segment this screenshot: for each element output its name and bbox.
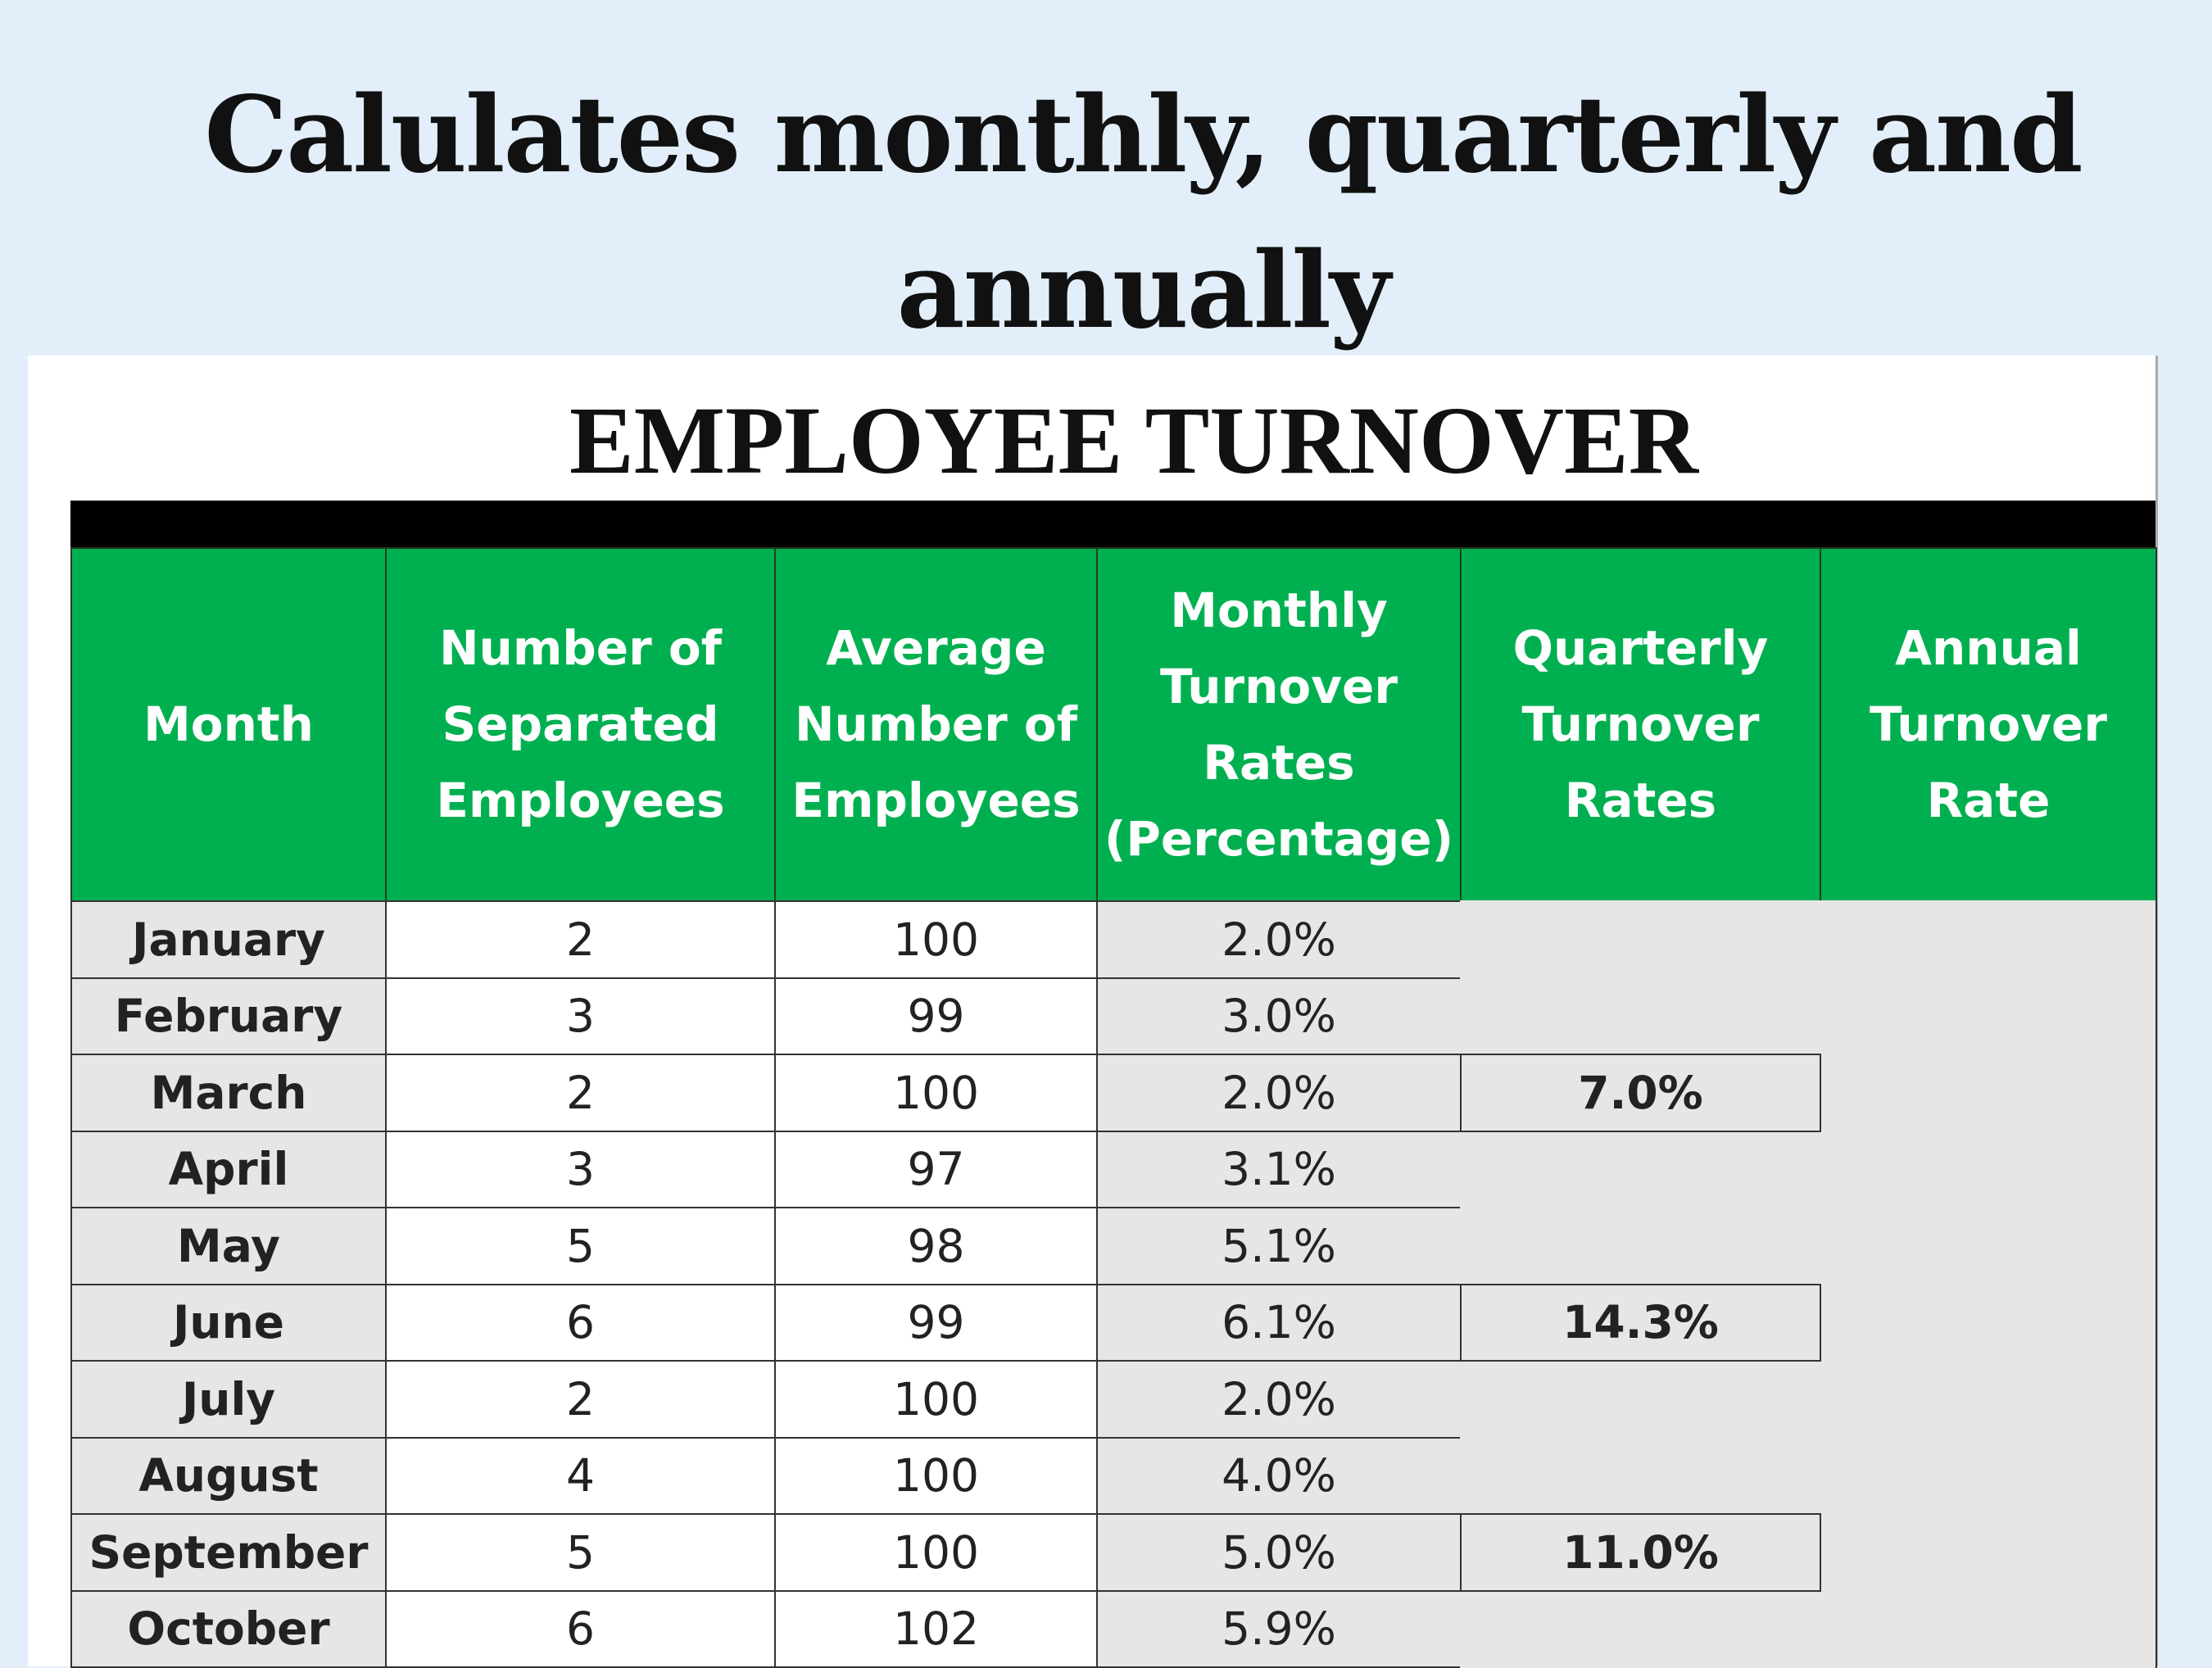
- data-cell: 99: [774, 1284, 1098, 1362]
- annual-area: [1820, 900, 2157, 1668]
- quarterly-rate: 14.3%: [1460, 1284, 1821, 1362]
- data-cell: 6: [385, 1590, 776, 1668]
- header-line: Number of: [795, 687, 1077, 763]
- header-line: Employees: [436, 763, 724, 839]
- data-cell: 3: [385, 977, 776, 1056]
- data-cell: 3.0%: [1096, 977, 1462, 1056]
- data-cell: 100: [774, 1513, 1098, 1592]
- data-cell: 102: [774, 1590, 1098, 1668]
- header-line: Rates: [1565, 763, 1716, 839]
- month-cell: April: [70, 1131, 387, 1209]
- data-cell: 5: [385, 1513, 776, 1592]
- month-cell: September: [70, 1513, 387, 1592]
- header-line: Average: [826, 610, 1046, 687]
- data-cell: 98: [774, 1207, 1098, 1285]
- data-cell: 100: [774, 1360, 1098, 1439]
- month-cell: March: [70, 1054, 387, 1132]
- month-cell: July: [70, 1360, 387, 1439]
- month-cell: June: [70, 1284, 387, 1362]
- data-cell: 5.0%: [1096, 1513, 1462, 1592]
- title-line: Calulates monthly, quarterly and: [0, 74, 2212, 197]
- header-line: Quarterly: [1513, 610, 1769, 687]
- data-cell: 2.0%: [1096, 900, 1462, 979]
- header-line: Employees: [791, 763, 1080, 839]
- data-cell: 100: [774, 900, 1098, 979]
- data-cell: 3: [385, 1131, 776, 1209]
- month-cell: August: [70, 1437, 387, 1516]
- quarterly-rate: 7.0%: [1460, 1054, 1821, 1132]
- data-cell: 2: [385, 1054, 776, 1132]
- data-cell: 5.1%: [1096, 1207, 1462, 1285]
- quarterly-rate: 11.0%: [1460, 1513, 1821, 1592]
- header-line: Turnover: [1522, 687, 1760, 763]
- data-cell: 4.0%: [1096, 1437, 1462, 1516]
- column-header: Month: [70, 547, 387, 902]
- data-cell: 2.0%: [1096, 1054, 1462, 1132]
- data-cell: 2.0%: [1096, 1360, 1462, 1439]
- header-line: Rates: [1203, 725, 1354, 801]
- data-cell: 5.9%: [1096, 1590, 1462, 1668]
- table-title: EMPLOYEE TURNOVER: [28, 385, 2212, 496]
- data-cell: 100: [774, 1054, 1098, 1132]
- data-cell: 2: [385, 900, 776, 979]
- month-cell: February: [70, 977, 387, 1056]
- header-line: Separated: [442, 687, 718, 763]
- data-cell: 4: [385, 1437, 776, 1516]
- data-cell: 97: [774, 1131, 1098, 1209]
- header-bar: [70, 501, 2155, 547]
- title-line: annually: [0, 229, 2212, 352]
- data-cell: 6: [385, 1284, 776, 1362]
- month-cell: May: [70, 1207, 387, 1285]
- header-line: Monthly: [1170, 573, 1388, 649]
- data-cell: 99: [774, 977, 1098, 1056]
- data-cell: 100: [774, 1437, 1098, 1516]
- month-cell: October: [70, 1590, 387, 1668]
- data-cell: 5: [385, 1207, 776, 1285]
- header-line: Annual: [1895, 610, 2082, 687]
- header-line: Rate: [1927, 763, 2051, 839]
- header-line: Number of: [439, 610, 722, 687]
- data-cell: 6.1%: [1096, 1284, 1462, 1362]
- header-line: Turnover: [1870, 687, 2107, 763]
- header-line: Month: [143, 687, 314, 763]
- header-line: (Percentage): [1104, 801, 1453, 877]
- header-line: Turnover: [1160, 649, 1398, 725]
- data-cell: 2: [385, 1360, 776, 1439]
- month-cell: January: [70, 900, 387, 979]
- data-cell: 3.1%: [1096, 1131, 1462, 1209]
